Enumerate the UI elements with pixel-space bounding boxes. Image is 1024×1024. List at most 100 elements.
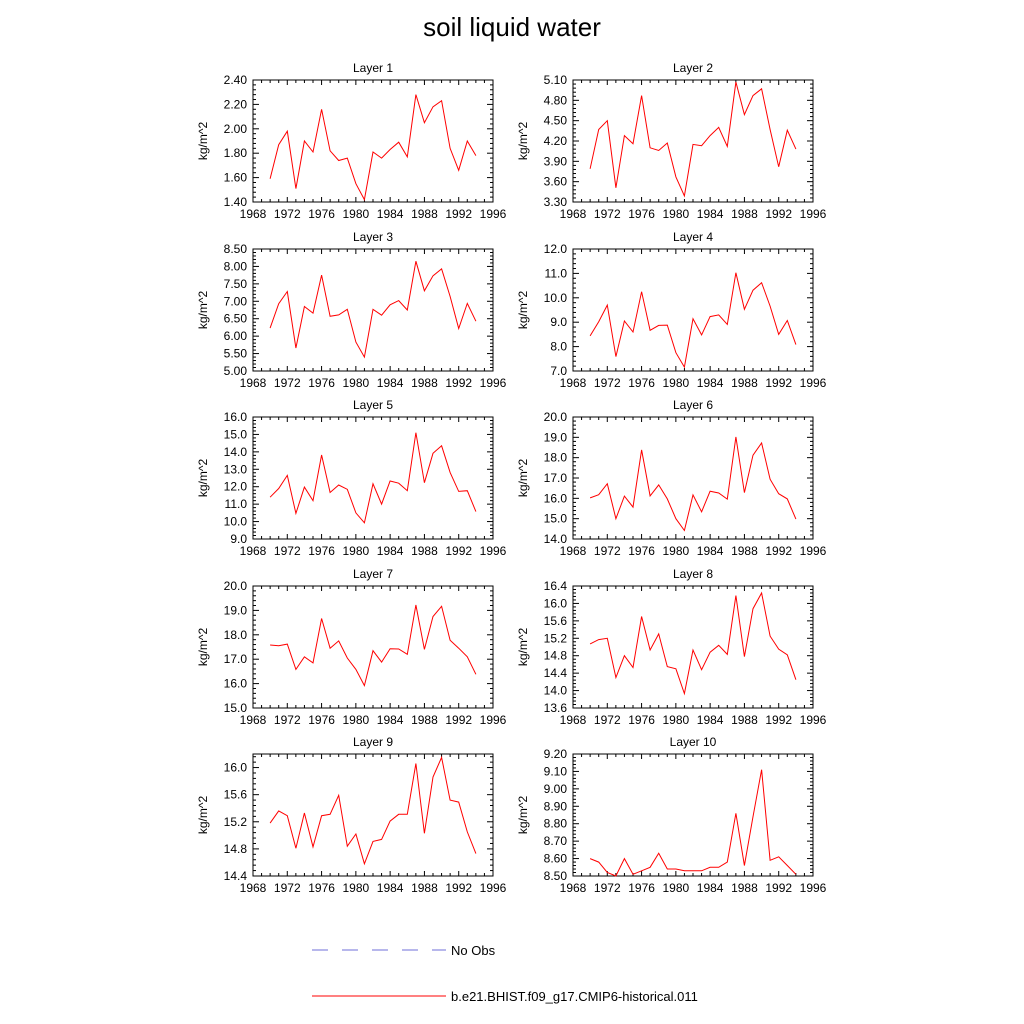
x-tick-label: 1980 — [343, 881, 370, 895]
x-tick-label: 1968 — [240, 376, 267, 390]
panel-title: Layer 9 — [353, 735, 393, 749]
y-tick-label: 8.80 — [544, 817, 568, 831]
y-tick-label: 6.00 — [224, 329, 248, 343]
series-line — [589, 591, 797, 696]
y-tick-label: 13.6 — [544, 701, 568, 715]
chart-panel: Layer 2 kg/m^2 1968 1972 1976 1980 1984 1988 199… — [516, 61, 827, 221]
y-axis-label: kg/m^2 — [196, 459, 210, 498]
y-tick-label: 16.4 — [544, 579, 568, 593]
x-tick-label: 1992 — [765, 207, 792, 221]
x-tick-label: 1992 — [765, 713, 792, 727]
chart-panel: Layer 3 kg/m^2 1968 1972 1976 1980 1984 1988 199… — [196, 230, 507, 390]
y-tick-label: 15.6 — [224, 788, 248, 802]
y-tick-label: 8.70 — [544, 834, 568, 848]
x-tick-label: 1980 — [343, 713, 370, 727]
y-axis-label: kg/m^2 — [196, 628, 210, 667]
x-tick-label: 1976 — [308, 207, 335, 221]
x-tick-label: 1984 — [377, 376, 404, 390]
panel-title: Layer 3 — [353, 230, 393, 244]
y-tick-label: 9.0 — [230, 532, 247, 546]
y-tick-label: 3.30 — [544, 195, 568, 209]
x-tick-label: 1992 — [765, 881, 792, 895]
y-tick-label: 1.80 — [224, 146, 248, 160]
x-tick-label: 1972 — [274, 376, 301, 390]
x-tick-label: 1968 — [560, 376, 587, 390]
x-tick-label: 1984 — [697, 376, 724, 390]
y-tick-label: 2.40 — [224, 73, 248, 87]
y-tick-label: 17.0 — [224, 652, 248, 666]
y-tick-label: 15.6 — [544, 614, 568, 628]
x-tick-label: 1968 — [560, 544, 587, 558]
x-tick-label: 1976 — [628, 713, 655, 727]
x-tick-label: 1988 — [731, 544, 758, 558]
x-tick-label: 1988 — [731, 881, 758, 895]
x-tick-label: 1988 — [731, 376, 758, 390]
chart-legend: No Obs b.e21.BHIST.f09_g17.CMIP6-histori… — [312, 943, 698, 1004]
x-tick-label: 1996 — [480, 881, 507, 895]
x-tick-label: 1984 — [697, 713, 724, 727]
chart-panel: Layer 8 kg/m^2 1968 1972 1976 1980 1984 1988 199… — [516, 567, 827, 727]
x-tick-label: 1988 — [411, 544, 438, 558]
y-tick-label: 14.8 — [544, 649, 568, 663]
panel-title: Layer 10 — [670, 735, 717, 749]
y-axis-label: kg/m^2 — [516, 459, 530, 498]
y-tick-label: 20.0 — [224, 579, 248, 593]
y-tick-label: 16.0 — [544, 596, 568, 610]
y-tick-label: 4.50 — [544, 114, 568, 128]
legend-label-no-obs: No Obs — [451, 943, 496, 958]
y-tick-label: 8.00 — [224, 259, 248, 273]
series-line — [589, 81, 797, 198]
y-tick-label: 2.20 — [224, 97, 248, 111]
y-tick-label: 8.60 — [544, 852, 568, 866]
x-tick-label: 1972 — [274, 207, 301, 221]
x-tick-label: 1984 — [377, 544, 404, 558]
y-tick-label: 2.00 — [224, 122, 248, 136]
x-tick-label: 1996 — [480, 713, 507, 727]
y-tick-label: 4.80 — [544, 93, 568, 107]
y-tick-label: 8.90 — [544, 799, 568, 813]
y-tick-label: 15.0 — [224, 701, 248, 715]
y-tick-label: 5.50 — [224, 347, 248, 361]
x-tick-label: 1988 — [731, 207, 758, 221]
x-tick-label: 1996 — [800, 713, 827, 727]
y-axis-label: kg/m^2 — [196, 122, 210, 161]
y-tick-label: 8.50 — [544, 869, 568, 883]
x-tick-label: 1980 — [663, 713, 690, 727]
y-tick-label: 10.0 — [544, 291, 568, 305]
y-tick-label: 11.0 — [545, 266, 568, 280]
plot-frame — [572, 416, 814, 540]
y-tick-label: 14.0 — [224, 445, 248, 459]
x-tick-label: 1992 — [445, 713, 472, 727]
x-tick-label: 1968 — [240, 544, 267, 558]
plot-frame — [252, 416, 494, 540]
y-tick-label: 15.0 — [224, 427, 248, 441]
y-axis-label: kg/m^2 — [196, 291, 210, 330]
y-axis-label: kg/m^2 — [516, 291, 530, 330]
x-tick-label: 1980 — [343, 544, 370, 558]
y-axis-label: kg/m^2 — [516, 628, 530, 667]
chart-panel: Layer 7 kg/m^2 1968 1972 1976 1980 1984 1988 199… — [196, 567, 507, 727]
x-tick-label: 1968 — [560, 713, 587, 727]
series-line — [589, 272, 797, 369]
y-tick-label: 16.0 — [544, 491, 568, 505]
x-tick-label: 1988 — [411, 881, 438, 895]
y-tick-label: 12.0 — [544, 242, 568, 256]
x-tick-label: 1988 — [411, 207, 438, 221]
x-tick-label: 1976 — [308, 713, 335, 727]
x-tick-label: 1992 — [445, 881, 472, 895]
y-tick-label: 18.0 — [224, 628, 248, 642]
panel-title: Layer 6 — [673, 398, 713, 412]
y-tick-label: 9.10 — [544, 764, 568, 778]
x-tick-label: 1984 — [377, 207, 404, 221]
series-line — [269, 432, 477, 524]
x-tick-label: 1980 — [343, 376, 370, 390]
y-axis-label: kg/m^2 — [516, 796, 530, 835]
x-tick-label: 1984 — [377, 881, 404, 895]
chart-panels: Layer 1 kg/m^2 1968 1972 1976 1980 1984 1988 199… — [196, 61, 827, 895]
series-line — [589, 436, 797, 532]
legend-label-model: b.e21.BHIST.f09_g17.CMIP6-historical.011 — [451, 989, 698, 1004]
x-tick-label: 1976 — [308, 881, 335, 895]
y-tick-label: 20.0 — [544, 410, 568, 424]
x-tick-label: 1984 — [697, 544, 724, 558]
